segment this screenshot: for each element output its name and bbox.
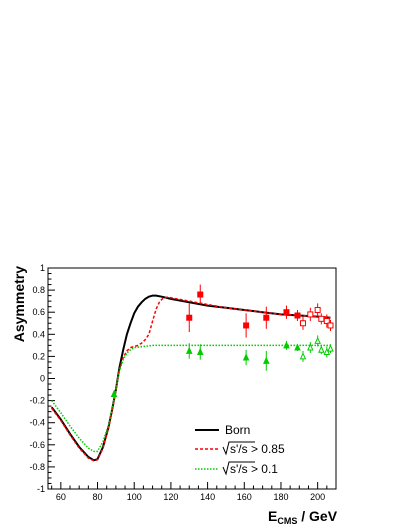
data-marker xyxy=(323,318,330,325)
data-marker xyxy=(307,343,314,351)
legend: Born s'/s > 0.85 s'/s > 0.1 xyxy=(195,423,285,476)
data-marker xyxy=(242,353,250,361)
legend-label-0: Born xyxy=(225,423,250,437)
y-tick-label: -1 xyxy=(37,484,45,494)
data-marker xyxy=(327,344,334,352)
y-tick-label: -0.2 xyxy=(29,396,45,406)
data-marker xyxy=(196,347,204,355)
y-tick-label: -0.6 xyxy=(29,440,45,450)
y-tick-label: 0.2 xyxy=(32,351,45,361)
data-marker xyxy=(263,356,270,364)
data-points-layer xyxy=(110,284,334,397)
data-marker xyxy=(185,346,193,354)
data-marker xyxy=(186,314,193,321)
data-marker xyxy=(299,352,307,360)
y-tick-label: 0.4 xyxy=(32,329,45,339)
y-tick-label: 0.8 xyxy=(32,285,45,295)
data-marker xyxy=(263,314,270,321)
data-marker xyxy=(314,336,321,344)
data-marker xyxy=(314,306,321,313)
y-axis-title: Asymmetry xyxy=(11,266,27,342)
data-marker xyxy=(299,320,306,327)
sqrt-sign xyxy=(222,441,255,456)
data-marker xyxy=(323,347,331,355)
y-tick-label: 0.6 xyxy=(32,307,45,317)
y-tick-label: 1 xyxy=(40,263,45,273)
legend-label-2: s'/s > 0.1 xyxy=(230,462,278,476)
data-marker xyxy=(243,322,250,329)
data-marker xyxy=(318,315,325,322)
y-tick-label: -0.8 xyxy=(29,462,45,472)
series-layer xyxy=(50,294,331,462)
x-tick-label: 160 xyxy=(237,492,252,502)
x-tick-label: 80 xyxy=(93,492,103,502)
sqrt-sign xyxy=(222,461,255,476)
data-marker xyxy=(110,389,118,397)
series-line-1 xyxy=(51,296,331,462)
data-marker xyxy=(294,312,301,319)
data-marker xyxy=(307,311,314,318)
y-tick-label: -0.4 xyxy=(29,418,45,428)
data-marker xyxy=(294,343,301,351)
data-marker xyxy=(283,341,290,349)
y-tick-label: 0 xyxy=(40,374,45,384)
x-tick-label: 140 xyxy=(200,492,215,502)
x-tick-label: 200 xyxy=(310,492,325,502)
x-tick-label: 120 xyxy=(163,492,178,502)
x-tick-label: 100 xyxy=(127,492,142,502)
data-marker xyxy=(327,322,334,329)
data-marker xyxy=(318,345,325,353)
x-tick-label: 60 xyxy=(56,492,66,502)
x-axis-title: ECMS / GeV xyxy=(268,508,338,526)
data-marker xyxy=(197,291,204,298)
legend-label-1: s'/s > 0.85 xyxy=(230,442,285,456)
axis-ticks: 60 80 100 120 140 160 180 200 -1 -0.8 -0.6 -0.4 -0.2… xyxy=(29,263,328,502)
series-line-2 xyxy=(51,344,331,453)
data-marker xyxy=(283,309,290,316)
x-tick-label: 180 xyxy=(273,492,288,502)
